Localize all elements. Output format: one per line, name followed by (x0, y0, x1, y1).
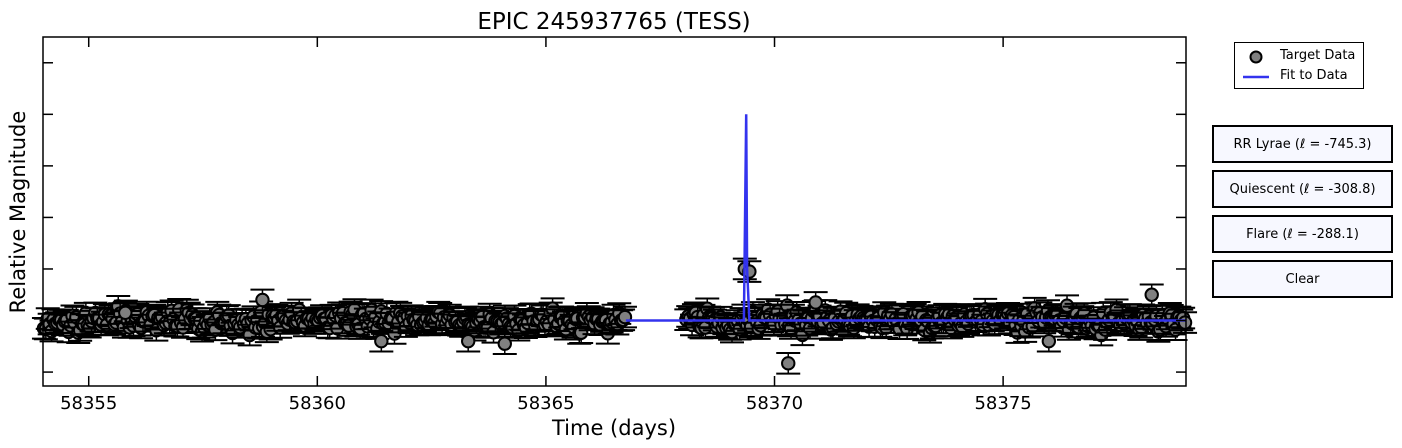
x-tick-label: 58370 (746, 393, 803, 414)
x-tick-label: 58375 (974, 393, 1031, 414)
y-axis-label: Relative Magnitude (6, 111, 30, 314)
fit-line (625, 114, 1186, 322)
legend-label: Fit to Data (1280, 68, 1348, 83)
x-axis-label: Time (days) (551, 416, 676, 440)
x-tick-label: 58360 (289, 393, 346, 414)
data-point (492, 332, 517, 356)
quiescent-button[interactable]: Quiescent (ℓ = -308.8) (1212, 170, 1393, 208)
chart-legend: Target Data Fit to Data (1234, 42, 1364, 89)
chart-title: EPIC 245937765 (TESS) (477, 9, 750, 35)
data-point (369, 329, 394, 353)
data-point (456, 329, 481, 353)
legend-item-fit-to-data: Fit to Data (1235, 67, 1363, 87)
line-symbol-icon (1243, 75, 1269, 79)
x-tick-label: 58365 (517, 393, 574, 414)
data-point (803, 291, 828, 314)
rr-lyrae-button[interactable]: RR Lyrae (ℓ = -745.3) (1212, 125, 1393, 163)
data-layer (31, 257, 1198, 375)
data-point (250, 288, 275, 312)
plot-frame (42, 36, 1187, 387)
legend-label: Target Data (1280, 48, 1356, 63)
data-point (1139, 283, 1164, 307)
data-point (113, 301, 138, 325)
tick-layer: 58355 58360 58365 58370 58375 (43, 37, 1186, 414)
x-tick-label: 58355 (60, 393, 117, 414)
fit-layer (625, 114, 1186, 322)
data-point (1036, 329, 1061, 353)
clear-button[interactable]: Clear (1212, 260, 1393, 298)
data-point (776, 352, 801, 375)
marker-symbol-icon (1249, 50, 1263, 64)
flare-button[interactable]: Flare (ℓ = -288.1) (1212, 215, 1393, 253)
legend-item-target-data: Target Data (1235, 47, 1363, 67)
